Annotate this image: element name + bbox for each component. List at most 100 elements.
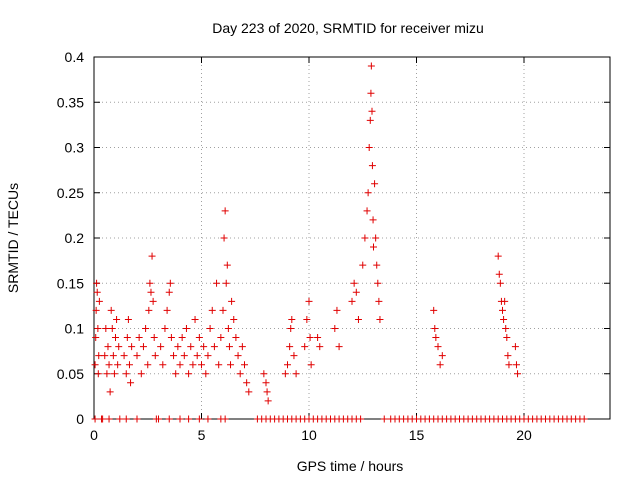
y-axis-label: SRMTID / TECUs (5, 183, 21, 293)
data-point (221, 415, 229, 423)
data-point (494, 252, 502, 260)
data-point (438, 352, 446, 360)
axis-ticks (93, 56, 610, 420)
data-point (189, 361, 197, 369)
data-point (157, 343, 165, 351)
data-point (163, 306, 171, 314)
data-point (133, 415, 141, 423)
data-point (232, 334, 240, 342)
data-point (354, 315, 362, 323)
data-point (167, 334, 175, 342)
data-point (114, 361, 122, 369)
data-point (430, 306, 438, 314)
data-point (263, 388, 271, 396)
y-tick-label: 0.25 (57, 185, 84, 201)
data-point (495, 270, 503, 278)
data-point (287, 325, 295, 332)
data-point (512, 361, 520, 369)
data-point (367, 62, 375, 70)
data-point (215, 361, 223, 369)
data-point (107, 306, 115, 314)
data-point (224, 325, 232, 332)
data-point (496, 279, 504, 287)
data-point (116, 415, 124, 423)
data-point (219, 306, 227, 314)
data-point (500, 315, 508, 323)
data-point (221, 207, 229, 215)
data-point (504, 352, 512, 360)
y-tick-label: 0.4 (65, 49, 85, 65)
data-point (230, 315, 238, 323)
data-point (372, 234, 380, 242)
data-point (198, 361, 205, 369)
data-point (150, 334, 158, 342)
data-point (361, 234, 369, 242)
y-tick-label: 0.2 (65, 230, 85, 246)
data-point (123, 334, 131, 342)
data-point (148, 252, 156, 260)
data-point (359, 261, 367, 269)
data-point (434, 343, 442, 351)
data-point (122, 415, 130, 423)
data-point (373, 261, 381, 269)
data-point (380, 415, 388, 423)
data-point (369, 216, 377, 224)
y-tick-label: 0.15 (57, 275, 84, 291)
data-point (314, 334, 322, 342)
y-tick-label: 0.3 (65, 140, 85, 156)
data-point (286, 343, 294, 351)
data-point (288, 315, 296, 323)
data-point (110, 370, 118, 378)
data-point (350, 279, 358, 287)
data-point (176, 415, 184, 423)
data-point (363, 207, 371, 215)
data-point (128, 343, 136, 351)
data-point (292, 370, 300, 378)
plot-frame (93, 56, 611, 420)
y-tick-label: 0.05 (57, 366, 84, 382)
data-point (127, 379, 135, 387)
data-point (185, 415, 193, 423)
data-point (432, 334, 440, 342)
data-point (262, 379, 270, 387)
data-point (103, 370, 111, 378)
data-point (161, 325, 169, 332)
y-tick-label: 0.1 (65, 321, 85, 337)
data-point (284, 361, 291, 369)
data-point (95, 352, 103, 360)
data-point (290, 352, 298, 360)
data-point (357, 415, 365, 423)
data-point (264, 397, 272, 405)
data-point (236, 370, 244, 378)
data-point (101, 352, 109, 360)
data-point (191, 315, 199, 323)
data-point (499, 306, 506, 314)
data-point (376, 315, 384, 323)
data-point (112, 334, 119, 342)
data-point (193, 352, 201, 360)
data-point (234, 352, 242, 360)
data-point (145, 306, 153, 314)
data-point (99, 415, 107, 423)
data-point (176, 361, 184, 369)
data-point (335, 343, 343, 351)
data-point (220, 234, 228, 242)
data-point (93, 288, 101, 296)
data-point (368, 162, 376, 170)
data-point (580, 415, 588, 423)
grid (94, 57, 610, 419)
data-point (139, 343, 147, 351)
data-point (187, 343, 195, 351)
data-point (223, 261, 231, 269)
x-tick-label: 5 (198, 427, 206, 443)
data-point (122, 370, 130, 378)
data-point (301, 343, 309, 351)
y-tick-label: 0 (76, 411, 84, 427)
data-point (113, 315, 121, 323)
chart-title: Day 223 of 2020, SRMTID for receiver miz… (212, 20, 484, 36)
data-point (368, 107, 376, 115)
data-point (133, 352, 141, 360)
x-axis-label: GPS time / hours (297, 458, 404, 474)
data-point (243, 379, 251, 387)
x-tick-label: 0 (90, 427, 98, 443)
